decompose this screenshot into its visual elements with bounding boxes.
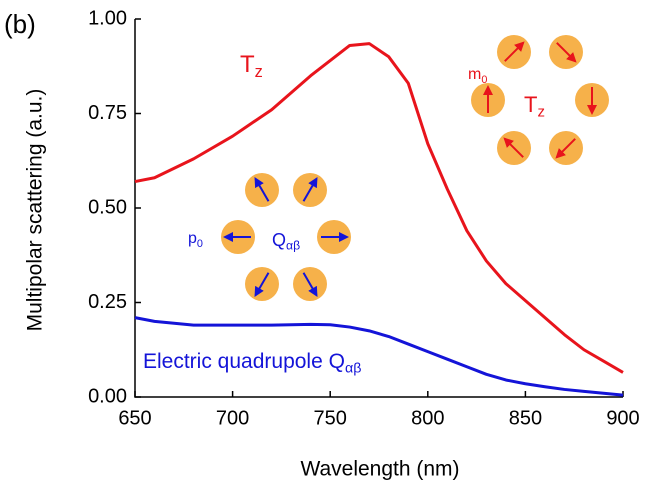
series-line [134,42,624,374]
dipole-arrow [302,177,318,202]
annotation: p0 [188,230,203,249]
x-tick-label: 700 [216,407,249,429]
x-tick-label: 650 [118,407,151,429]
x-tick-label: 800 [411,407,444,429]
axis-frame [134,19,623,398]
dipole-arrow [556,42,577,63]
annotation-subscript: 0 [197,238,203,250]
y-tick-label: 0.75 [88,102,127,124]
annotation-subscript: αβ [345,360,361,376]
annotation: Electric quadrupole Qαβ [143,350,361,377]
annotation-text: m [468,66,481,83]
annotation-subscript: z [537,104,544,121]
annotation: m0 [468,66,487,85]
y-axis-title: Multipolar scattering (a.u.) [24,89,47,332]
x-axis-title: Wavelength (nm) [300,458,459,481]
x-tick-label: 850 [509,407,542,429]
annotation: Qαβ [272,230,300,253]
annotation-text: (b) [4,9,36,39]
annotation-text: T [524,92,537,117]
annotation: Tz [524,92,545,121]
dipole-arrow [503,137,524,158]
annotation-subscript: 0 [481,74,487,86]
annotation-text: p [188,230,197,247]
y-tick-label: 0.50 [88,196,127,218]
dipole-arrow [254,177,270,202]
diagrams [221,35,609,301]
dipole-arrow [302,272,318,297]
y-tick-label: 0.00 [88,385,127,407]
annotation-text: Electric quadrupole Q [143,350,345,373]
dipole-arrow [504,41,525,62]
x-tick-label: 750 [314,407,347,429]
annotation-text: T [240,51,255,78]
annotation: Tz [240,51,263,81]
series-line [134,316,624,397]
annotation: (b) [4,9,36,39]
y-tick-label: 1.00 [88,7,127,29]
y-tick-label: 0.25 [88,291,127,313]
annotation-subscript: z [255,64,263,82]
annotation-subscript: αβ [286,239,300,253]
dipole-arrow [555,138,576,159]
x-tick-label: 900 [606,407,639,429]
annotation-text: Q [272,230,286,250]
dipole-arrow [254,272,270,297]
